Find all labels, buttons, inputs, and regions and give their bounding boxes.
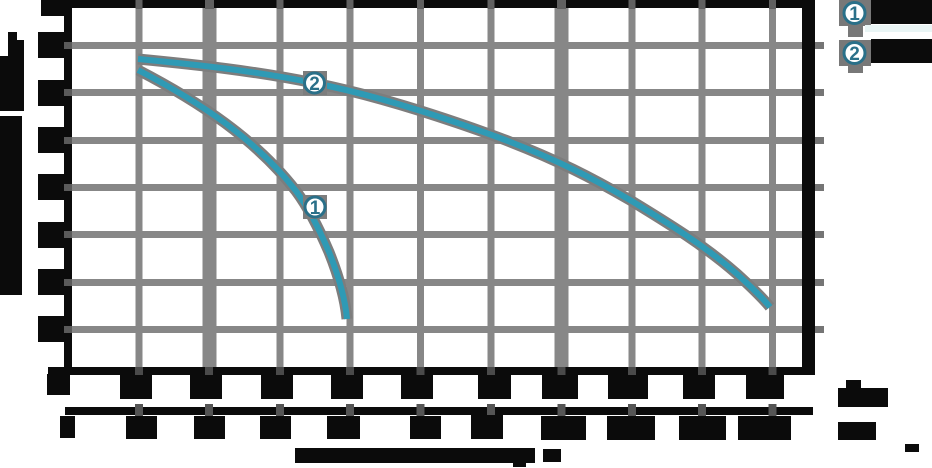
svg-text:2: 2	[309, 74, 320, 95]
svg-text:2: 2	[849, 44, 860, 65]
svg-text:1: 1	[310, 198, 321, 219]
svg-text:1: 1	[849, 4, 860, 25]
